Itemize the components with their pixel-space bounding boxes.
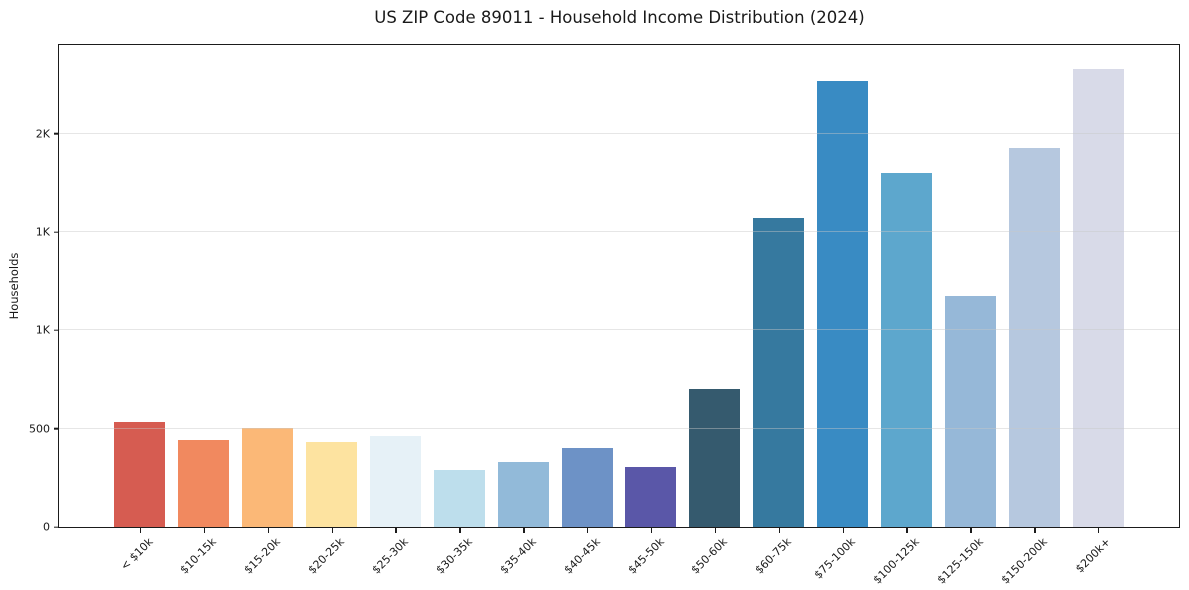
bar-11: [753, 218, 805, 527]
plot-area: 0 500 1K 1K 2K: [29, 44, 1180, 533]
bar-slot: [875, 45, 939, 527]
bar-6: [433, 469, 485, 527]
x-tick-label: $75-100k: [811, 535, 859, 582]
x-tick-label: $40-45k: [561, 535, 603, 577]
x-tick-mark: [842, 528, 844, 533]
bar-15: [1008, 148, 1060, 527]
x-tick-slot: $10-15k: [172, 527, 236, 589]
bar-14: [944, 295, 996, 527]
x-tick-slot: $200k+: [1066, 527, 1130, 589]
bar-slot: [938, 45, 1002, 527]
y-tick-label: 2K: [35, 127, 50, 141]
y-tick-mark: [54, 231, 59, 233]
y-tick-mark: [54, 427, 59, 430]
x-tick-label: $10-15k: [178, 535, 220, 577]
bar-13: [880, 172, 932, 527]
bar-slot: [811, 45, 875, 527]
x-axis: < $10k $10-15k $15-20k $20-25k $25-30k $30-35…: [59, 527, 1179, 589]
x-tick-slot: $125-150k: [934, 527, 1002, 589]
bar-slot: [236, 45, 300, 527]
bar-9: [625, 467, 677, 527]
x-tick-slot: $30-35k: [427, 527, 491, 589]
x-tick-label: $200k+: [1073, 535, 1114, 576]
bar-16: [1072, 68, 1124, 527]
x-tick-label: $60-75k: [752, 535, 795, 577]
x-tick-mark: [970, 528, 972, 533]
x-tick-label: $30-35k: [433, 535, 475, 577]
x-tick-mark: [395, 528, 397, 533]
bar-3: [242, 427, 294, 527]
x-tick-mark: [139, 528, 142, 533]
x-tick-slot: $15-20k: [236, 527, 300, 589]
y-tick-mark: [54, 132, 59, 135]
bar-5: [369, 435, 421, 527]
x-tick-mark: [778, 528, 781, 533]
bar-slot: [1002, 45, 1066, 527]
x-tick-mark: [587, 528, 589, 533]
y-tick-label: 0: [43, 520, 50, 534]
x-tick-slot: $75-100k: [811, 527, 875, 589]
y-axis-label: Households: [7, 252, 21, 320]
x-tick-label: $45-50k: [625, 535, 667, 577]
x-tick-slot: $60-75k: [747, 527, 811, 589]
bar-slot: [427, 45, 491, 527]
bar-slot: [683, 45, 747, 527]
x-tick-label: < $10k: [117, 535, 156, 573]
x-tick-mark: [523, 528, 525, 533]
bar-10: [689, 389, 741, 527]
x-tick-mark: [1034, 528, 1036, 533]
x-tick-slot: $20-25k: [300, 527, 364, 589]
y-tick-label: 1K: [35, 323, 50, 337]
bar-7: [497, 462, 549, 527]
bars: [59, 45, 1179, 527]
x-tick-label: $100-125k: [870, 535, 922, 587]
bar-slot: [300, 45, 364, 527]
bar-slot: [491, 45, 555, 527]
x-tick-mark: [267, 528, 270, 533]
x-tick-label: $20-25k: [305, 535, 348, 577]
bar-8: [561, 448, 613, 527]
bar-slot: [172, 45, 236, 527]
bar-slot: [619, 45, 683, 527]
bar-4: [306, 442, 358, 527]
x-tick-label: $25-30k: [369, 535, 411, 577]
x-tick-slot: $25-30k: [364, 527, 428, 589]
bar-slot: [555, 45, 619, 527]
x-tick-slot: $150-200k: [998, 527, 1066, 589]
bar-slot: [1066, 45, 1130, 527]
y-tick-label: 1K: [35, 225, 50, 239]
bar-2: [178, 440, 230, 527]
x-tick-slot: $45-50k: [619, 527, 683, 589]
bar-slot: [108, 45, 172, 527]
y-tick-mark: [54, 526, 59, 528]
bar-slot: [364, 45, 428, 527]
x-tick-slot: < $10k: [108, 527, 172, 589]
bar-slot: [747, 45, 811, 527]
bar-1: [114, 421, 166, 527]
x-tick-label: $50-60k: [689, 535, 731, 577]
y-tick-label: 500: [29, 422, 50, 436]
x-tick-slot: $100-125k: [871, 527, 939, 589]
x-tick-mark: [714, 528, 717, 533]
x-tick-mark: [906, 528, 908, 533]
chart-title: US ZIP Code 89011 - Household Income Dis…: [374, 8, 865, 27]
x-tick-label: $15-20k: [241, 535, 284, 577]
x-tick-mark: [1098, 528, 1100, 533]
x-tick-mark: [650, 528, 653, 533]
x-tick-label: $125-150k: [934, 535, 986, 587]
x-tick-label: $150-200k: [998, 535, 1050, 587]
x-tick-label: $35-40k: [497, 535, 539, 577]
x-tick-slot: $40-45k: [555, 527, 619, 589]
x-tick-mark: [459, 528, 461, 533]
bar-12: [817, 81, 869, 527]
x-tick-slot: $50-60k: [683, 527, 747, 589]
x-tick-mark: [203, 528, 206, 533]
x-tick-slot: $35-40k: [491, 527, 555, 589]
x-tick-mark: [331, 528, 333, 533]
y-tick-mark: [54, 329, 59, 331]
